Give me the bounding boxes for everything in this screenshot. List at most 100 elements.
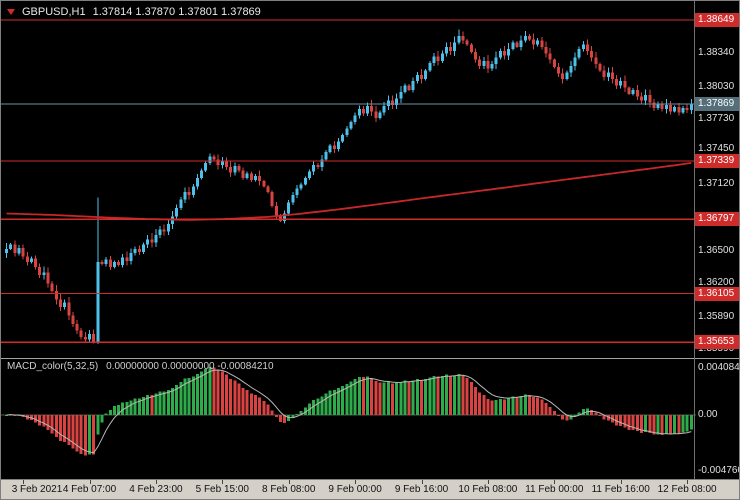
candle-body — [121, 257, 125, 266]
candle-body — [532, 39, 536, 45]
macd-bar — [183, 378, 187, 416]
candle-body — [556, 67, 560, 74]
time-axis[interactable]: 3 Feb 2021 4 Feb 07:00 4 Feb 23:00 5 Feb 15… — [1, 479, 739, 499]
macd-bar — [154, 393, 158, 416]
macd-bar — [92, 415, 96, 455]
macd-bar — [287, 415, 291, 421]
macd-bar — [258, 397, 262, 416]
candle-body — [241, 170, 245, 178]
macd-bar — [664, 415, 668, 434]
candle-body — [685, 108, 689, 111]
candle-body — [21, 247, 25, 257]
candle-body — [415, 74, 419, 82]
macd-bar — [88, 415, 91, 455]
macd-bar — [357, 376, 361, 416]
macd-bar — [191, 376, 195, 416]
candle-body — [129, 253, 133, 261]
candle-body — [366, 105, 370, 114]
candle-body — [498, 51, 502, 58]
chart-canvas[interactable] — [1, 1, 740, 479]
macd-bar — [490, 400, 494, 416]
candle-body — [195, 177, 199, 187]
macd-bar — [54, 415, 58, 438]
candle-body — [299, 184, 303, 189]
macd-bar — [175, 385, 179, 416]
macd-bar — [432, 375, 436, 416]
macd-bar — [449, 375, 453, 416]
candle-body — [283, 213, 287, 221]
candle-body — [482, 60, 486, 67]
candle-body — [523, 36, 527, 41]
macd-axis-label: 0.00 — [698, 409, 718, 421]
candle-body — [332, 145, 336, 149]
price-axis[interactable]: 1.38340 1.38030 1.37730 1.37450 1.37120 1.365… — [694, 1, 739, 479]
moving-average-line[interactable] — [6, 162, 692, 221]
macd-bar — [527, 394, 531, 416]
macd-bar — [507, 398, 511, 416]
candle-body — [179, 199, 183, 209]
macd-bar — [635, 415, 639, 432]
price-tick-label: 1.36200 — [698, 277, 735, 289]
candle-body — [461, 36, 465, 41]
macd-bar — [129, 400, 133, 416]
macd-bar — [415, 379, 419, 416]
macd-bar — [224, 374, 228, 416]
candle-body — [544, 46, 548, 54]
macd-bar — [233, 380, 237, 416]
candle-body — [291, 195, 295, 203]
macd-bar — [303, 407, 307, 416]
macd-bar — [63, 415, 67, 442]
macd-bar — [58, 415, 62, 442]
macd-bar — [544, 402, 548, 416]
symbol-marker-icon — [7, 9, 15, 15]
macd-bar — [75, 415, 79, 452]
macd-bar — [532, 396, 536, 416]
macd-bar — [390, 383, 394, 416]
candle-body — [200, 170, 204, 178]
time-label: 11 Feb 00:00 — [525, 484, 584, 495]
candle-body — [137, 248, 141, 253]
macd-bar — [689, 415, 693, 430]
candle-body — [224, 160, 228, 168]
candle-body — [395, 98, 399, 105]
candle-body — [644, 95, 648, 101]
level-price-badge: 1.37339 — [695, 153, 739, 168]
time-tick — [222, 480, 224, 484]
macd-bar — [444, 374, 448, 416]
time-label: 4 Feb 07:00 — [62, 484, 117, 495]
macd-bar — [46, 415, 50, 430]
candle-body — [204, 162, 208, 171]
macd-bar — [370, 377, 374, 416]
macd-bar — [652, 415, 656, 435]
candle-body — [357, 109, 361, 116]
candle-body — [150, 239, 154, 243]
macd-bar — [171, 388, 174, 416]
candle-body — [220, 160, 224, 166]
candle-body — [295, 188, 299, 196]
macd-bar — [204, 369, 208, 416]
time-tick — [687, 480, 689, 484]
macd-bar — [5, 415, 8, 417]
macd-bar — [669, 415, 672, 435]
macd-bar — [337, 388, 340, 416]
macd-bar — [341, 386, 345, 416]
macd-bar — [469, 382, 473, 416]
macd-bar — [162, 391, 166, 416]
macd-bar — [349, 381, 353, 416]
macd-bar — [125, 402, 129, 416]
candle-body — [166, 224, 170, 232]
macd-bar — [117, 404, 121, 416]
candle-body — [13, 244, 17, 254]
candle-body — [125, 257, 129, 261]
candle-body — [88, 333, 91, 340]
candle-body — [656, 103, 660, 109]
candle-body — [361, 109, 365, 114]
candle-body — [141, 244, 145, 253]
macd-bar — [519, 395, 523, 416]
candle-body — [274, 205, 278, 217]
candle-body — [615, 79, 619, 86]
macd-bar — [631, 415, 635, 430]
macd-bar — [486, 398, 490, 416]
macd-bar — [241, 387, 245, 416]
